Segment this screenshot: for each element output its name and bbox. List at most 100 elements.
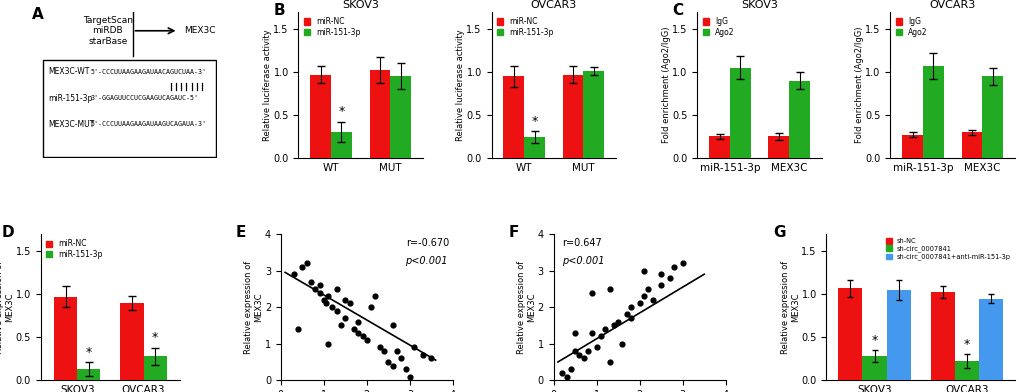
Y-axis label: Relative luciferase activity: Relative luciferase activity [263, 29, 272, 141]
Point [635, 293, 651, 299]
Point [316, 297, 332, 303]
Text: *: * [338, 105, 344, 118]
Point [285, 271, 302, 278]
Point [567, 348, 583, 354]
Point [623, 304, 639, 310]
Bar [503, 76, 524, 158]
Point [354, 333, 370, 339]
Point [359, 337, 375, 343]
Point [397, 366, 414, 372]
Point [363, 304, 379, 310]
Point [652, 282, 668, 289]
Text: *: * [531, 115, 537, 128]
Point [601, 286, 618, 292]
Bar [922, 66, 943, 158]
Bar [43, 60, 215, 156]
Point [401, 374, 418, 380]
Point [567, 330, 583, 336]
Bar [961, 132, 981, 158]
Legend: sh-NC, sh-circ_0007841, sh-circ_0007841+anti-miR-151-3p: sh-NC, sh-circ_0007841, sh-circ_0007841+… [884, 237, 1011, 261]
Bar [120, 303, 144, 380]
Bar [767, 136, 789, 158]
Legend: miR-NC, miR-151-3p: miR-NC, miR-151-3p [302, 16, 362, 38]
Point [324, 304, 340, 310]
Point [596, 326, 612, 332]
Title: SKOV3: SKOV3 [741, 0, 777, 9]
Bar [954, 361, 978, 380]
Point [328, 286, 344, 292]
Legend: IgG, Ago2: IgG, Ago2 [894, 16, 928, 38]
Point [320, 341, 336, 347]
Point [341, 300, 358, 307]
Point [371, 344, 387, 350]
Text: *: * [963, 338, 969, 351]
Point [601, 359, 618, 365]
Text: 3'-GGAGUUCCUCGAAGUCAGAUC-5': 3'-GGAGUUCCUCGAAGUCAGAUC-5' [90, 95, 198, 101]
Bar [981, 76, 1002, 158]
Bar [583, 71, 603, 158]
Y-axis label: Relative expression of
MEX3C: Relative expression of MEX3C [0, 261, 14, 354]
Point [665, 264, 682, 270]
Point [613, 341, 630, 347]
Point [332, 322, 348, 328]
Text: 5'-CCCUUAAGAAGAUAACAGUCUAA-3': 5'-CCCUUAAGAAGAUAACAGUCUAA-3' [90, 69, 206, 75]
Legend: miR-NC, miR-151-3p: miR-NC, miR-151-3p [45, 238, 104, 260]
Bar [978, 299, 1002, 380]
Bar [524, 137, 544, 158]
Point [299, 260, 315, 267]
Point [380, 359, 396, 365]
Point [289, 326, 306, 332]
Legend: IgG, Ago2: IgG, Ago2 [700, 16, 735, 38]
Point [376, 348, 392, 354]
Point [328, 308, 344, 314]
Point [553, 370, 570, 376]
Text: G: G [773, 225, 786, 240]
Text: MEX3C-MUT: MEX3C-MUT [48, 120, 94, 129]
Bar [730, 68, 750, 158]
Point [293, 264, 310, 270]
Point [592, 333, 608, 339]
Title: OVCAR3: OVCAR3 [928, 0, 975, 9]
Text: A: A [32, 7, 44, 22]
Text: p<0.001: p<0.001 [405, 256, 446, 266]
Bar [310, 74, 331, 158]
Bar [789, 81, 809, 158]
Point [384, 322, 400, 328]
Point [337, 315, 354, 321]
Point [623, 315, 639, 321]
Point [311, 289, 327, 296]
Point [571, 352, 587, 358]
Point [337, 297, 354, 303]
Y-axis label: Relative expression of
MEX3C: Relative expression of MEX3C [780, 261, 799, 354]
Point [674, 260, 690, 267]
Point [345, 326, 362, 332]
Point [635, 267, 651, 274]
Point [588, 344, 604, 350]
Point [661, 275, 678, 281]
Legend: miR-NC, miR-151-3p: miR-NC, miR-151-3p [495, 16, 554, 38]
Point [631, 300, 647, 307]
Text: D: D [2, 225, 14, 240]
Point [584, 330, 600, 336]
Text: *: * [152, 331, 158, 344]
Point [350, 330, 366, 336]
Text: r=0.647: r=0.647 [561, 238, 601, 249]
Y-axis label: Fold enrichment (Ago2/IgG): Fold enrichment (Ago2/IgG) [661, 27, 671, 143]
Point [406, 344, 422, 350]
Point [640, 286, 656, 292]
Bar [902, 135, 922, 158]
Text: *: * [86, 346, 92, 359]
Bar [930, 292, 954, 380]
Point [557, 374, 574, 380]
Point [367, 293, 383, 299]
Point [384, 363, 400, 369]
Text: C: C [672, 3, 683, 18]
Bar [838, 288, 862, 380]
Text: r=-0.670: r=-0.670 [406, 238, 449, 249]
Point [350, 319, 366, 325]
Point [392, 355, 409, 361]
Point [414, 352, 430, 358]
Bar [562, 74, 583, 158]
Text: starBase: starBase [88, 36, 127, 45]
Point [580, 348, 596, 354]
